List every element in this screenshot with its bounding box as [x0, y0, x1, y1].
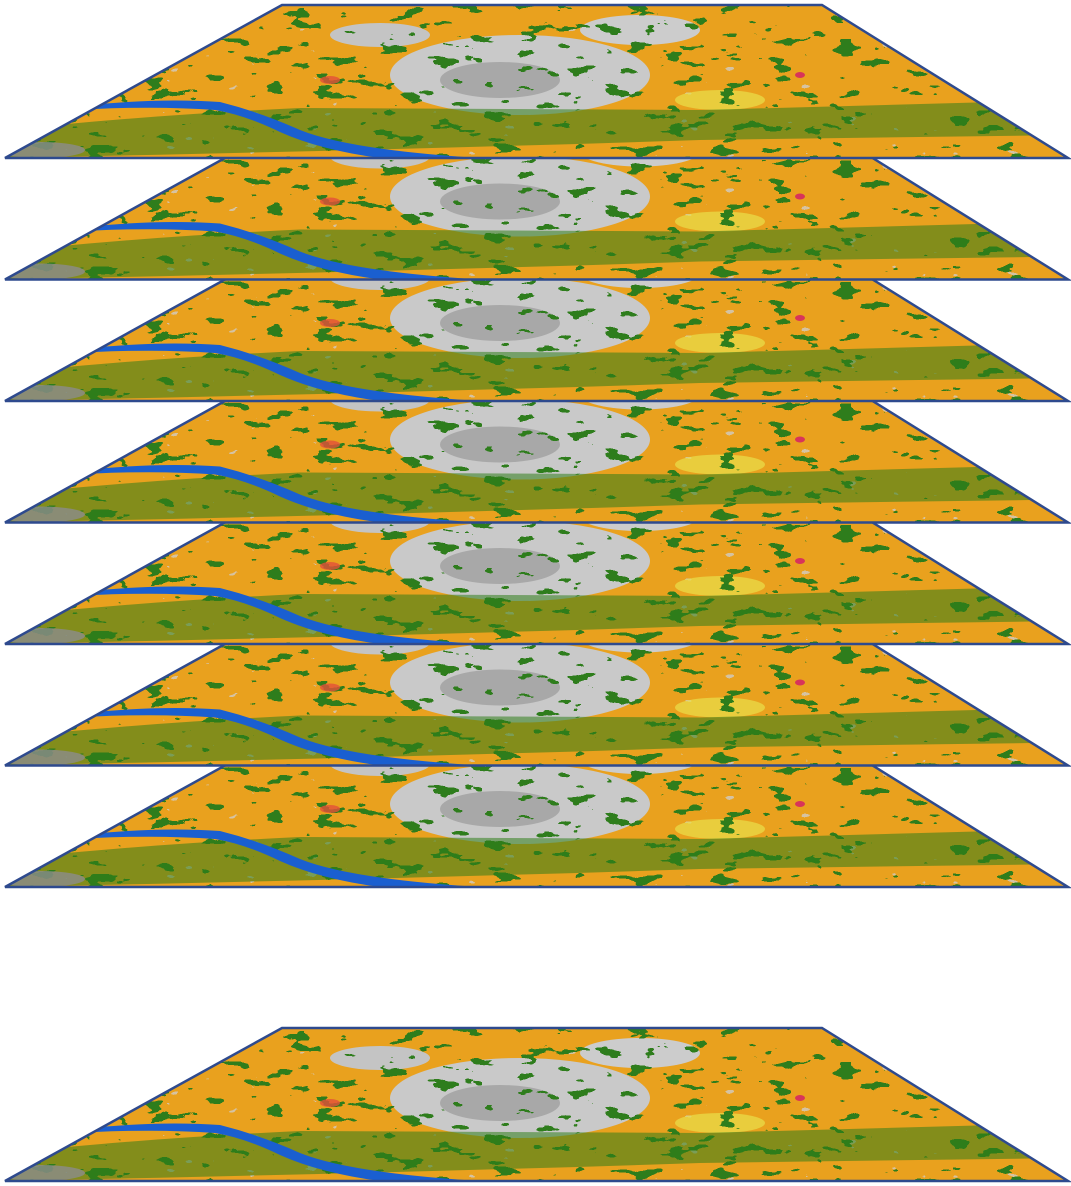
page [0, 0, 1071, 1186]
base-map-layer [0, 1023, 1071, 1183]
layer-stack [0, 0, 1071, 1186]
map-layer [0, 0, 1071, 160]
